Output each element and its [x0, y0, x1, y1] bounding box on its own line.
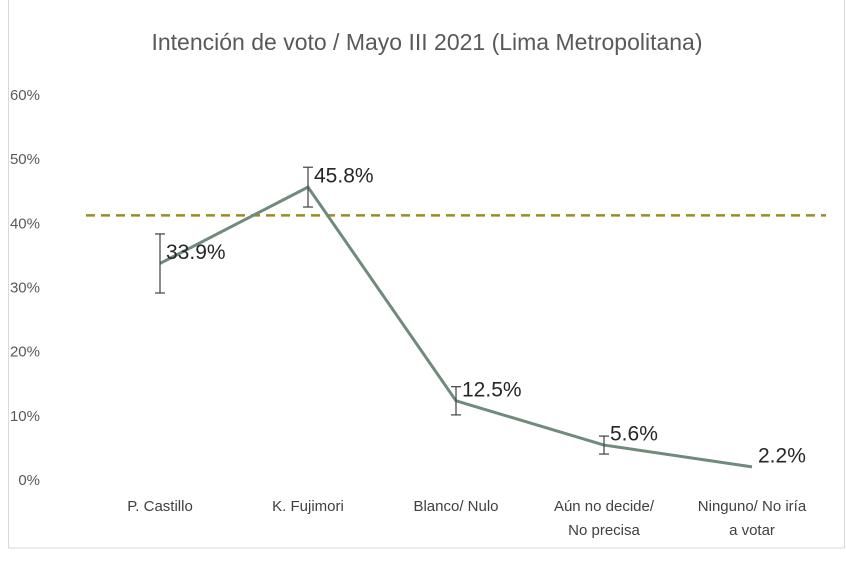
x-tick-label: Aún no decide/ No precisa — [553, 498, 655, 539]
x-tick-label: Blanco/ Nulo — [413, 498, 499, 515]
data-label: 2.2% — [758, 444, 806, 467]
y-tick-label: 60% — [10, 87, 40, 104]
x-tick-label: Ninguno/ No iría a votar — [697, 498, 807, 539]
y-tick-label: 10% — [10, 408, 40, 425]
y-tick-label: 40% — [10, 215, 40, 232]
y-tick-label: 30% — [10, 279, 40, 296]
series-line — [159, 185, 753, 469]
y-tick-label: 50% — [10, 151, 40, 168]
chart-title: Intención de voto / Mayo III 2021 (Lima … — [151, 29, 702, 55]
data-label: 12.5% — [462, 378, 522, 401]
data-label: 45.8% — [314, 165, 374, 188]
y-tick-label: 20% — [10, 344, 40, 361]
data-label: 33.9% — [166, 241, 226, 264]
y-tick-label: 0% — [18, 472, 40, 489]
data-label: 5.6% — [610, 423, 658, 446]
chart-frame — [8, 0, 845, 549]
x-tick-label: P. Castillo — [127, 498, 193, 515]
x-tick-label: K. Fujimori — [272, 498, 344, 515]
